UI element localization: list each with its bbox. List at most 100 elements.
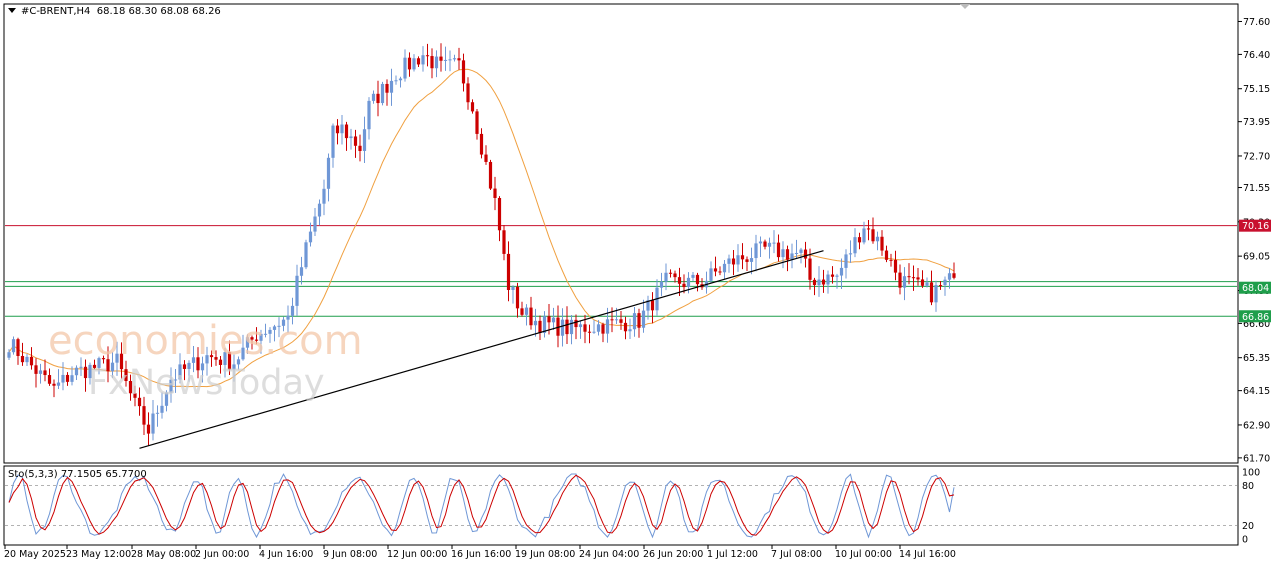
symbol-name: #C-BRENT,H4 bbox=[21, 6, 91, 17]
candle bbox=[340, 114, 344, 145]
candle bbox=[443, 46, 448, 71]
candle bbox=[556, 305, 560, 348]
candle-body bbox=[286, 315, 290, 320]
candle bbox=[461, 53, 466, 92]
candle-body bbox=[452, 58, 457, 60]
candle bbox=[785, 245, 790, 272]
x-tick-label: 10 Jul 00:00 bbox=[835, 549, 892, 560]
candle bbox=[718, 266, 722, 276]
candle bbox=[281, 316, 286, 332]
candle-body bbox=[929, 282, 934, 303]
candle-body bbox=[601, 324, 605, 334]
trendline bbox=[139, 250, 824, 449]
x-tick-label: 28 May 08:00 bbox=[131, 549, 196, 560]
candle-body bbox=[835, 275, 839, 277]
y-tick-label: 71.55 bbox=[1243, 183, 1270, 194]
candle-body bbox=[529, 307, 533, 326]
candle-body bbox=[605, 319, 610, 334]
candle-body bbox=[632, 313, 637, 330]
candle bbox=[754, 234, 758, 272]
candle-body bbox=[52, 383, 56, 386]
candle bbox=[205, 346, 209, 376]
candle-body bbox=[7, 352, 11, 358]
candle-body bbox=[839, 267, 844, 276]
candle bbox=[349, 128, 353, 150]
candle-body bbox=[731, 258, 736, 265]
candle-body bbox=[587, 331, 592, 333]
dropdown-triangle-icon[interactable] bbox=[8, 8, 16, 13]
candle bbox=[457, 47, 461, 70]
candle bbox=[439, 43, 443, 72]
candle-body bbox=[853, 237, 857, 254]
candle bbox=[286, 305, 290, 333]
scroll-marker-icon[interactable] bbox=[960, 4, 970, 9]
candle bbox=[115, 341, 119, 376]
candle bbox=[182, 360, 187, 381]
candle-body bbox=[718, 271, 722, 273]
candle bbox=[331, 123, 335, 168]
candle-body bbox=[92, 364, 97, 368]
candle bbox=[88, 362, 92, 385]
price-badge-bg bbox=[1239, 310, 1271, 323]
candle bbox=[218, 355, 223, 374]
x-tick-label: 1 Jul 12:00 bbox=[707, 549, 758, 560]
candle bbox=[344, 121, 349, 151]
candle-body bbox=[151, 413, 155, 434]
candle-body bbox=[646, 300, 650, 311]
candle-body bbox=[898, 272, 902, 288]
candle bbox=[911, 265, 916, 291]
candle bbox=[434, 50, 439, 78]
candle bbox=[232, 354, 236, 382]
candle bbox=[781, 241, 785, 269]
candle-body bbox=[677, 277, 682, 284]
candle-body bbox=[124, 369, 128, 382]
candle-body bbox=[628, 329, 632, 332]
candle bbox=[326, 153, 331, 202]
candle bbox=[308, 222, 313, 247]
x-tick-label: 16 Jun 16:00 bbox=[451, 549, 511, 560]
candle bbox=[574, 314, 578, 340]
candle-body bbox=[812, 279, 817, 286]
candle-body bbox=[214, 357, 218, 360]
candle bbox=[362, 116, 367, 163]
candle-body bbox=[61, 374, 65, 383]
candle bbox=[722, 259, 727, 280]
candle bbox=[313, 207, 317, 237]
candle bbox=[790, 243, 794, 269]
candle bbox=[475, 109, 479, 140]
candle bbox=[520, 301, 524, 317]
candle bbox=[385, 79, 389, 106]
candle-body bbox=[844, 254, 848, 268]
candle-body bbox=[421, 55, 425, 65]
sto-main-line bbox=[8, 473, 955, 539]
main-pane-border bbox=[3, 3, 1239, 464]
y-tick-label: 73.95 bbox=[1243, 117, 1270, 128]
candle-body bbox=[164, 392, 169, 406]
candle-body bbox=[506, 253, 511, 290]
candle bbox=[236, 356, 241, 370]
candle bbox=[191, 346, 196, 373]
candle-body bbox=[497, 197, 502, 231]
candle-body bbox=[25, 356, 29, 363]
candle-body bbox=[416, 58, 421, 65]
candle bbox=[673, 270, 677, 283]
candle-body bbox=[763, 241, 767, 247]
candle bbox=[605, 307, 610, 343]
y-tick-label: 75.15 bbox=[1243, 84, 1270, 95]
candle-body bbox=[767, 242, 772, 247]
candle-body bbox=[952, 273, 956, 278]
watermark-fxnewstoday: FxNewsToday bbox=[88, 363, 325, 403]
candle bbox=[713, 256, 718, 277]
candle bbox=[200, 356, 205, 383]
candle bbox=[929, 270, 934, 306]
candle bbox=[155, 405, 160, 427]
candle bbox=[893, 250, 898, 281]
candle-body bbox=[322, 188, 326, 204]
candle-body bbox=[218, 359, 223, 365]
candle-body bbox=[119, 353, 124, 370]
candle bbox=[394, 75, 398, 85]
y-tick-label: 76.40 bbox=[1243, 50, 1270, 61]
candle-body bbox=[862, 228, 866, 243]
candle bbox=[524, 304, 529, 326]
